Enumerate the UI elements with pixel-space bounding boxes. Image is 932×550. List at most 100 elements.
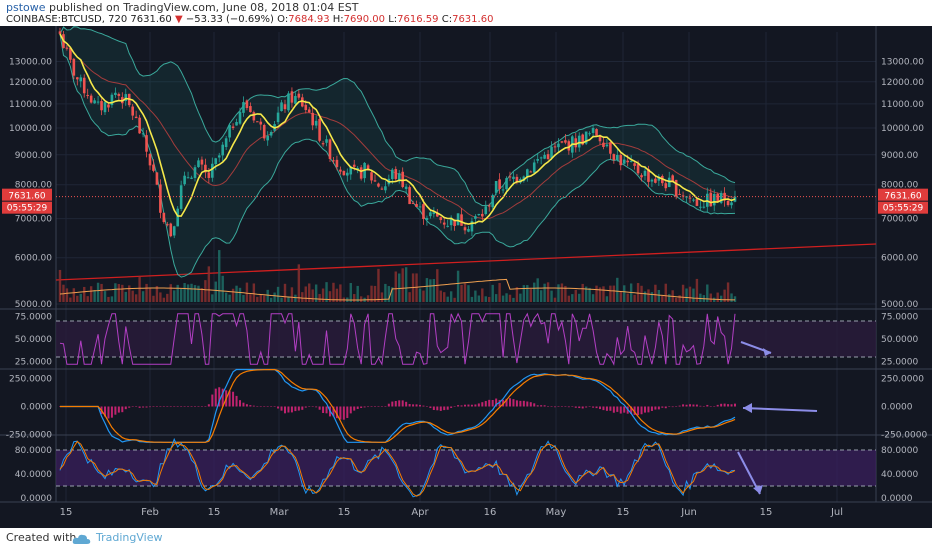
candle-body [640, 175, 643, 178]
price-tick-left: 11000.00 [9, 100, 52, 110]
macd-histogram-bar [232, 391, 235, 407]
volume-bar [69, 297, 72, 302]
volume-bar [443, 292, 446, 302]
macd-histogram-bar [155, 406, 158, 407]
volume-bar [211, 294, 214, 302]
macd-histogram-bar [609, 406, 612, 411]
candle-body [356, 167, 359, 170]
macd-histogram-bar [180, 406, 183, 407]
macd-histogram-bar [104, 406, 106, 417]
macd-histogram-bar [522, 400, 525, 407]
candle-body [65, 47, 69, 49]
volume-bar [79, 293, 82, 302]
macd-histogram-bar [692, 404, 695, 407]
macd-histogram-bar [401, 400, 404, 407]
macd-histogram-bar [242, 402, 245, 407]
candle-body [183, 175, 186, 185]
macd-histogram-bar [297, 406, 300, 411]
stoch-arrowhead [753, 485, 763, 494]
macd-histogram-bar [135, 406, 138, 407]
candle-body [667, 177, 671, 188]
macd-histogram-bar [391, 401, 394, 407]
volume-bar [356, 285, 359, 302]
candle-body [131, 106, 134, 116]
volume-bar [366, 295, 370, 302]
volume-bar [384, 283, 387, 302]
candle-body [515, 176, 519, 182]
candle-body [664, 183, 668, 189]
candle-body [76, 77, 79, 80]
macd-histogram-bar [650, 406, 653, 411]
bollinger-basis-line [59, 33, 736, 219]
macd-histogram-bar [567, 406, 570, 408]
price-tick-left: 5000.00 [15, 300, 52, 310]
candle-body [280, 102, 283, 112]
chart-canvas[interactable]: 7631.60 05:55:29 7631.60 05:55:29 5000.00 500… [0, 26, 932, 528]
macd-histogram-bar [429, 406, 432, 409]
time-tick-label: Mar [270, 507, 290, 518]
macd-histogram-bar [439, 406, 442, 411]
candle-body [415, 204, 418, 207]
volume-bar [519, 293, 522, 302]
candle-body [581, 134, 584, 145]
volume-bar [335, 288, 339, 302]
candle-body [256, 121, 259, 123]
volume-bar [301, 292, 304, 302]
volume-bar [481, 288, 484, 302]
volume-bar [155, 285, 159, 302]
candle-body [297, 93, 301, 98]
macd-histogram-bar [183, 406, 186, 407]
candle-body [114, 92, 117, 96]
volume-bar [699, 293, 702, 302]
chart-svg[interactable]: 7631.60 05:55:29 7631.60 05:55:29 5000.00 500… [0, 26, 932, 528]
candle-body [491, 195, 494, 208]
macd-histogram-bar [682, 404, 685, 407]
volume-bar [588, 287, 591, 302]
macd-histogram-bar [121, 406, 124, 413]
candle-body [501, 189, 505, 191]
macd-histogram-bar [481, 402, 484, 407]
macd-histogram-bar [436, 406, 439, 411]
macd-histogram-bar [412, 404, 415, 407]
candle-body [453, 219, 456, 227]
volume-bar [370, 285, 373, 302]
volume-bar [650, 292, 654, 302]
macd-histogram-bar [356, 406, 359, 409]
macd-histogram-bar [657, 406, 660, 410]
author-link[interactable]: pstowe [6, 1, 46, 14]
macd-tick-left: -250.0000 [6, 431, 52, 441]
macd-histogram-bar [218, 387, 221, 407]
candle-body [172, 226, 176, 236]
volume-bar [231, 288, 235, 302]
volume-bar [422, 290, 425, 302]
volume-bar [86, 296, 89, 302]
volume-bar [186, 284, 190, 302]
candle-body [605, 144, 609, 147]
macd-histogram-bar [664, 406, 667, 409]
candle-body [564, 140, 567, 143]
candle-body [404, 186, 408, 189]
volume-bar [463, 283, 467, 302]
macd-histogram-bar [204, 406, 207, 407]
macd-histogram-bar [536, 405, 539, 407]
volume-bar [169, 284, 172, 302]
candle-body [436, 212, 439, 217]
volume-bar [131, 290, 134, 302]
volume-bar [204, 280, 207, 302]
countdown-label-bg-left [2, 201, 52, 214]
tradingview-brand-link[interactable]: TradingView [96, 531, 163, 544]
volume-bar [297, 264, 301, 302]
tradingview-cloud-icon [72, 534, 91, 544]
chart-header: pstowe published on TradingView.com, Jun… [0, 0, 932, 26]
macd-histogram-bar [474, 404, 477, 407]
volume-bar [550, 290, 553, 302]
volume-bar [647, 289, 650, 302]
candle-body [422, 204, 425, 219]
volume-bar [533, 282, 536, 302]
time-tick-label: Apr [411, 507, 429, 518]
macd-histogram-bar [228, 391, 231, 407]
macd-tick-right: -250.0000 [881, 431, 927, 441]
candle-body [155, 172, 159, 185]
volume-bar [643, 291, 647, 302]
macd-histogram-bar [200, 406, 203, 407]
